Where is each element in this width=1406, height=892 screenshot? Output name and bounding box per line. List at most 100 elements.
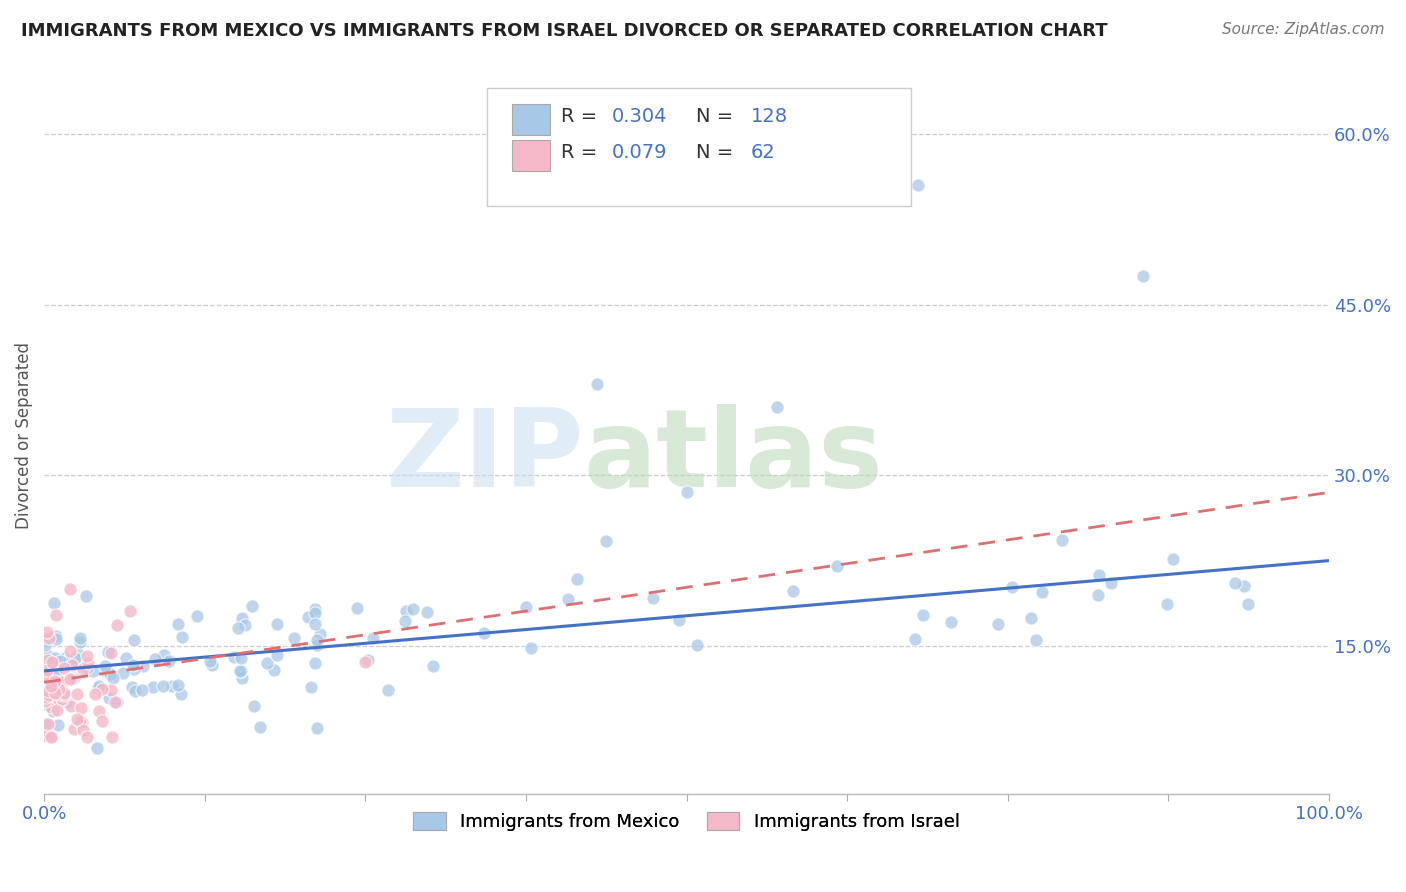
Point [911, 607, 934, 622]
Point [186, 609, 208, 624]
Text: 62: 62 [751, 143, 776, 162]
Point [87, 704, 110, 718]
Point [1031, 584, 1053, 599]
Point [41, 681, 63, 695]
Point [231, 671, 253, 685]
Point [907, 178, 929, 193]
Point [59, 582, 82, 596]
Point [35, 624, 58, 639]
Point [305, 638, 328, 652]
Text: R =: R = [561, 143, 603, 162]
Point [97, 645, 120, 659]
Point [37, 679, 59, 693]
Point [143, 652, 166, 666]
Point [55, 650, 77, 665]
Point [69, 714, 91, 729]
Point [98, 666, 121, 681]
Point [69, 635, 91, 649]
Point [162, 680, 184, 694]
Point [120, 604, 142, 618]
Point [166, 678, 188, 692]
Point [39, 730, 62, 744]
FancyBboxPatch shape [512, 140, 550, 171]
Point [65, 687, 87, 701]
Point [765, 400, 787, 414]
Point [668, 613, 690, 627]
Point [157, 654, 180, 668]
Point [58, 653, 80, 667]
Point [263, 663, 285, 677]
Point [37, 717, 59, 731]
Point [228, 621, 250, 635]
Point [100, 682, 122, 697]
Point [229, 651, 252, 665]
Point [240, 599, 263, 614]
Point [101, 730, 124, 744]
Point [45, 662, 67, 676]
Point [233, 617, 256, 632]
Point [1025, 633, 1047, 648]
Point [72, 661, 94, 675]
Point [675, 485, 697, 500]
Point [520, 640, 543, 655]
Point [394, 614, 416, 628]
Point [132, 659, 155, 673]
Point [35, 694, 58, 708]
Point [37, 683, 59, 698]
Point [41, 679, 63, 693]
Point [166, 617, 188, 632]
Point [105, 618, 128, 632]
Point [96, 664, 118, 678]
Point [55, 695, 77, 709]
Point [46, 687, 69, 701]
Point [60, 672, 83, 686]
Point [228, 664, 250, 678]
Point [75, 589, 97, 603]
Point [565, 572, 588, 586]
Point [1050, 533, 1073, 547]
Point [39, 730, 62, 744]
Point [686, 639, 709, 653]
Point [66, 647, 89, 661]
Point [201, 657, 224, 672]
Point [45, 632, 67, 647]
Point [395, 604, 418, 618]
Point [304, 617, 326, 632]
Point [90, 714, 112, 728]
Point [38, 688, 60, 702]
Point [222, 649, 245, 664]
Point [48, 692, 70, 706]
Text: IMMIGRANTS FROM MEXICO VS IMMIGRANTS FROM ISRAEL DIVORCED OR SEPARATED CORRELATI: IMMIGRANTS FROM MEXICO VS IMMIGRANTS FRO… [21, 22, 1108, 40]
Point [422, 658, 444, 673]
Point [52, 674, 75, 689]
Text: N =: N = [696, 143, 740, 162]
Point [305, 633, 328, 648]
Point [115, 650, 138, 665]
Point [152, 648, 174, 662]
Point [308, 627, 330, 641]
Point [377, 682, 399, 697]
Point [35, 653, 58, 667]
Text: R =: R = [561, 107, 603, 127]
Point [1233, 579, 1256, 593]
Point [69, 632, 91, 646]
Point [299, 680, 322, 694]
Point [124, 684, 146, 698]
Point [101, 671, 124, 685]
Point [83, 687, 105, 701]
Point [105, 695, 128, 709]
Point [249, 720, 271, 734]
Point [63, 671, 86, 685]
Point [243, 698, 266, 713]
Point [48, 718, 70, 732]
Point [41, 655, 63, 669]
Point [46, 679, 69, 693]
Point [38, 658, 60, 673]
Point [94, 658, 117, 673]
Point [38, 632, 60, 646]
Point [904, 632, 927, 646]
Point [89, 679, 111, 693]
Point [34, 693, 56, 707]
Point [65, 657, 87, 671]
Point [307, 721, 329, 735]
